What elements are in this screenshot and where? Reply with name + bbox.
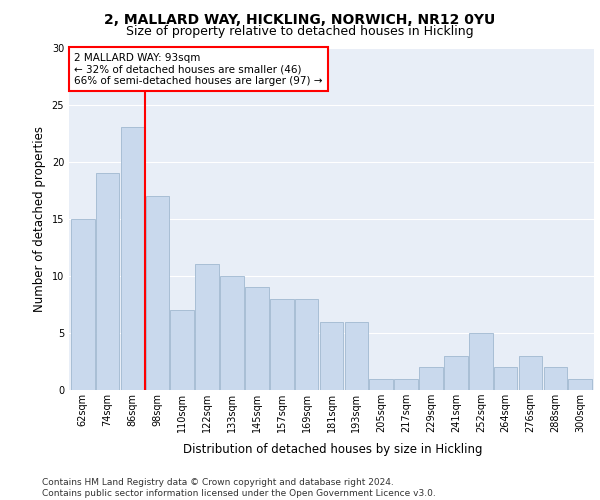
Bar (96, 173, 119, 390)
Bar (295, 298, 319, 390)
Bar (245, 287, 269, 390)
Bar (370, 378, 393, 390)
Bar (344, 322, 368, 390)
Text: Distribution of detached houses by size in Hickling: Distribution of detached houses by size … (183, 442, 483, 456)
Bar (195, 264, 219, 390)
Bar (568, 378, 592, 390)
Bar (270, 298, 293, 390)
Text: Contains HM Land Registry data © Crown copyright and database right 2024.
Contai: Contains HM Land Registry data © Crown c… (42, 478, 436, 498)
Bar (444, 356, 468, 390)
Bar (220, 276, 244, 390)
Bar (146, 196, 169, 390)
Bar (71, 219, 95, 390)
Bar (394, 378, 418, 390)
Text: 2 MALLARD WAY: 93sqm
← 32% of detached houses are smaller (46)
66% of semi-detac: 2 MALLARD WAY: 93sqm ← 32% of detached h… (74, 52, 323, 86)
Bar (519, 356, 542, 390)
Y-axis label: Number of detached properties: Number of detached properties (33, 126, 46, 312)
Bar (320, 322, 343, 390)
Bar (544, 367, 567, 390)
Bar (469, 333, 493, 390)
Bar (494, 367, 517, 390)
Text: 2, MALLARD WAY, HICKLING, NORWICH, NR12 0YU: 2, MALLARD WAY, HICKLING, NORWICH, NR12 … (104, 12, 496, 26)
Bar (170, 310, 194, 390)
Bar (419, 367, 443, 390)
Bar (121, 128, 144, 390)
Text: Size of property relative to detached houses in Hickling: Size of property relative to detached ho… (126, 25, 474, 38)
